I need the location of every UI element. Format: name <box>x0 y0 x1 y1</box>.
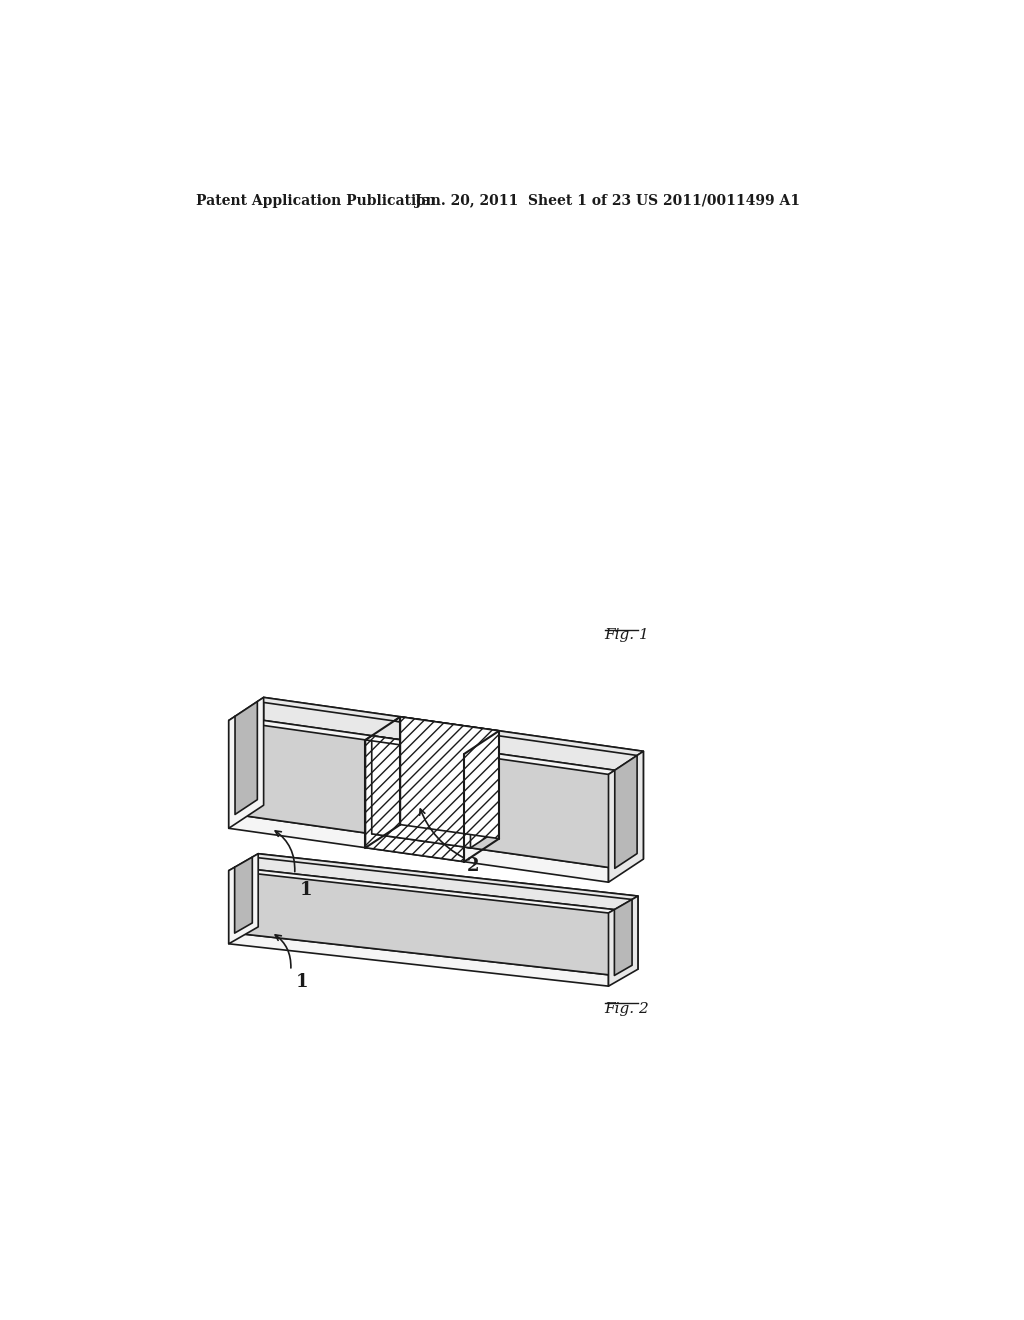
Polygon shape <box>258 854 638 969</box>
Text: US 2011/0011499 A1: US 2011/0011499 A1 <box>636 194 800 207</box>
Polygon shape <box>252 854 638 899</box>
Polygon shape <box>400 717 499 838</box>
Text: Jan. 20, 2011  Sheet 1 of 23: Jan. 20, 2011 Sheet 1 of 23 <box>415 194 631 207</box>
Polygon shape <box>228 697 263 829</box>
Polygon shape <box>394 717 499 735</box>
Polygon shape <box>228 871 608 986</box>
Polygon shape <box>228 867 614 913</box>
Text: Fig. 2: Fig. 2 <box>604 1002 649 1015</box>
Polygon shape <box>234 857 252 933</box>
Text: 1: 1 <box>300 880 312 899</box>
Polygon shape <box>366 735 470 754</box>
Polygon shape <box>228 854 258 944</box>
Polygon shape <box>608 751 643 882</box>
Text: Patent Application Publication: Patent Application Publication <box>197 194 436 207</box>
Polygon shape <box>236 701 257 814</box>
Polygon shape <box>372 735 470 847</box>
Polygon shape <box>228 721 608 882</box>
Polygon shape <box>372 818 493 847</box>
Polygon shape <box>614 755 637 869</box>
Polygon shape <box>614 899 632 975</box>
Polygon shape <box>257 697 643 755</box>
Text: 2: 2 <box>467 857 479 875</box>
Polygon shape <box>234 923 632 975</box>
Polygon shape <box>228 717 614 775</box>
Polygon shape <box>263 697 643 859</box>
Text: Fig. 1: Fig. 1 <box>604 628 649 642</box>
Polygon shape <box>608 896 638 986</box>
Text: 1: 1 <box>296 973 308 991</box>
Polygon shape <box>236 800 637 869</box>
Polygon shape <box>366 741 464 862</box>
Polygon shape <box>234 867 614 975</box>
Polygon shape <box>236 717 614 869</box>
